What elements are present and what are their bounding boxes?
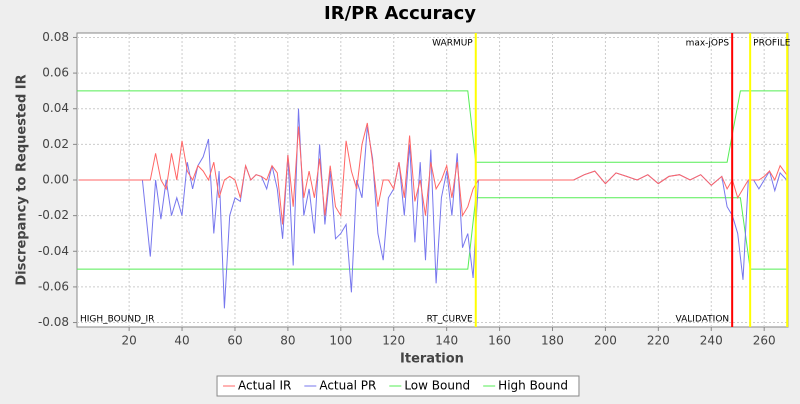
x-tick-label: 120	[382, 334, 405, 348]
series-line	[78, 122, 788, 225]
x-tick-label: 180	[541, 334, 564, 348]
y-axis-label: Discrepancy to Requested IR	[15, 74, 30, 285]
legend-label: Low Bound	[404, 379, 470, 393]
x-tick-label: 40	[174, 334, 189, 348]
x-tick-label: 240	[700, 334, 723, 348]
annotation: VALIDATION	[676, 315, 730, 325]
x-tick-label: 200	[594, 334, 617, 348]
y-tick-label: 0.02	[42, 137, 69, 151]
y-tick-label: 0.04	[42, 101, 69, 115]
chart-title: IR/PR Accuracy	[324, 3, 476, 24]
annotation: HIGH_BOUND_IR	[80, 315, 154, 325]
y-tick-label: 0.06	[42, 66, 69, 80]
x-tick-label: 60	[227, 334, 242, 348]
annotation: RT_CURVE	[427, 315, 473, 325]
x-tick-label: 20	[121, 334, 136, 348]
y-tick-label: -0.06	[38, 279, 69, 293]
x-tick-label: 140	[435, 334, 458, 348]
legend-label: Actual IR	[238, 379, 291, 393]
legend-label: High Bound	[498, 379, 568, 393]
annotation: max-jOPS	[686, 39, 730, 49]
x-tick-label: 160	[488, 334, 511, 348]
x-tick-label: 80	[280, 334, 295, 348]
annotation: PROFILE	[753, 39, 791, 49]
x-tick-label: 260	[753, 334, 776, 348]
x-tick-label: 220	[647, 334, 670, 348]
x-tick-label: 100	[329, 334, 352, 348]
y-tick-label: -0.04	[38, 244, 69, 258]
annotation: WARMUP	[432, 39, 473, 49]
y-tick-label: 0.08	[42, 30, 69, 44]
y-tick-label: -0.02	[38, 208, 69, 222]
legend-label: Actual PR	[319, 379, 376, 393]
y-tick-label: 0.00	[42, 173, 69, 187]
x-axis-label: Iteration	[400, 352, 464, 367]
y-tick-label: -0.08	[38, 315, 69, 329]
